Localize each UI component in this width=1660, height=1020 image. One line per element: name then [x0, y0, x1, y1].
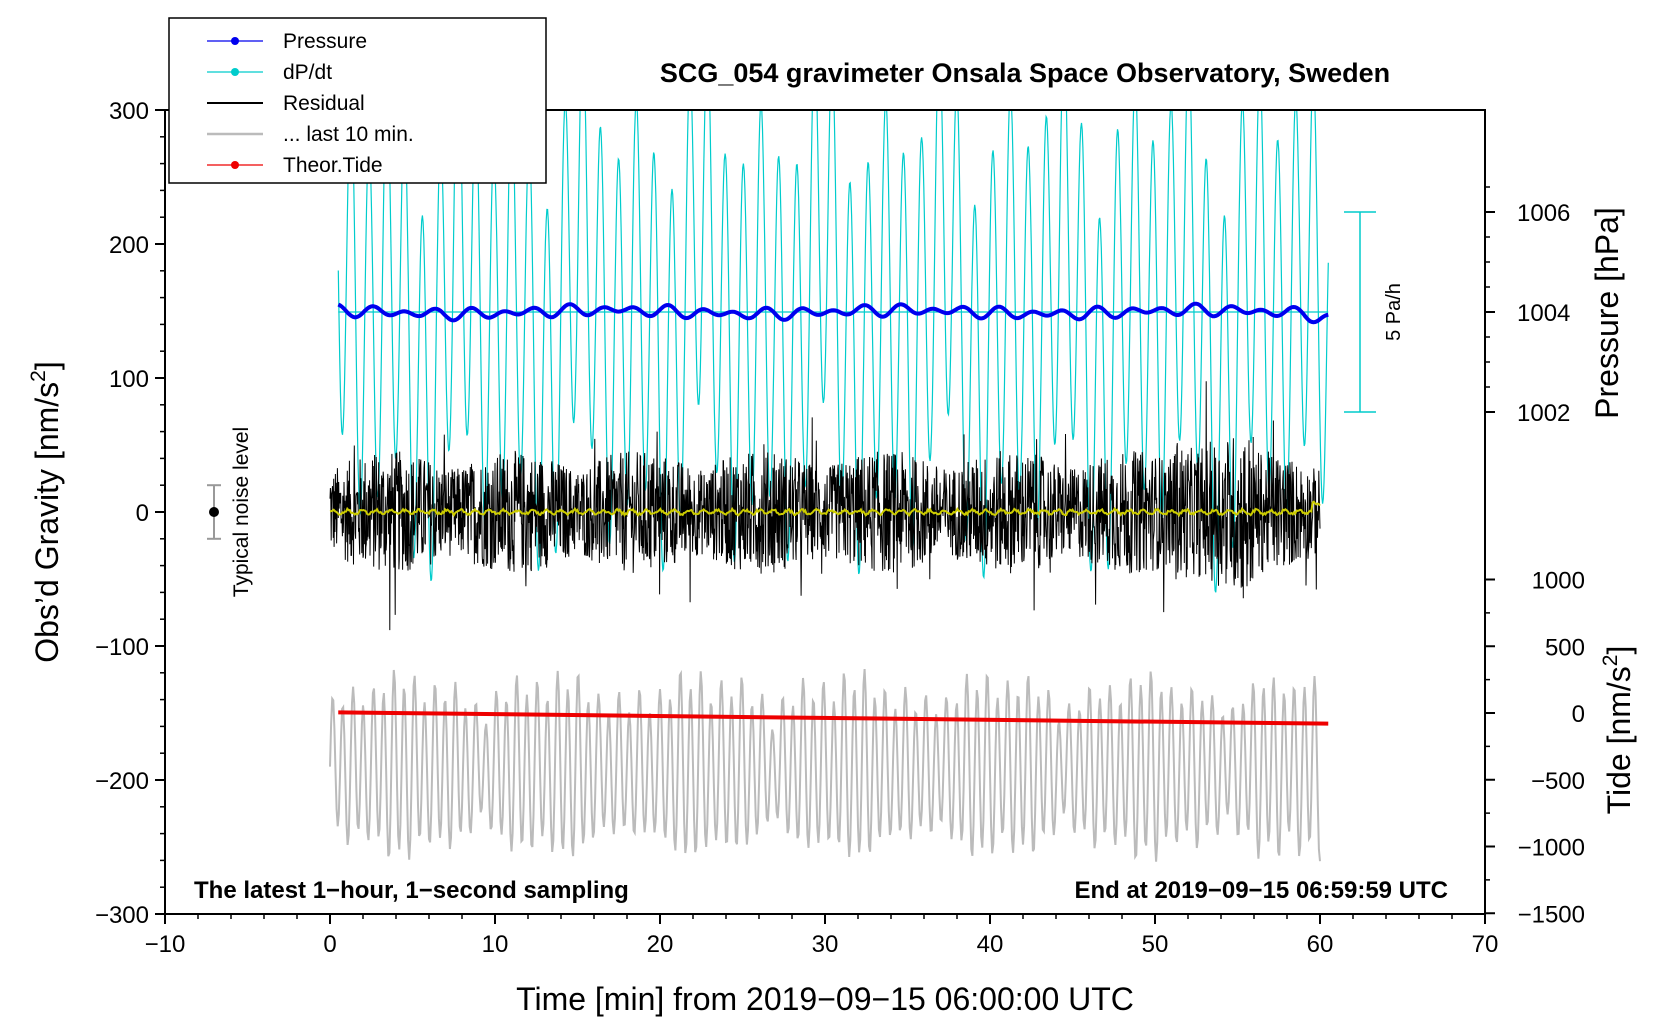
legend-label: Theor.Tide — [283, 154, 383, 177]
noise-level-indicator: Typical noise level — [207, 427, 253, 597]
x-tick-label: 30 — [812, 931, 839, 958]
x-tick-label: 10 — [482, 931, 509, 958]
pressure-axis-label: Pressure [hPa] — [1589, 207, 1625, 419]
tide-tick-label: 0 — [1572, 701, 1585, 728]
tide-tick-label: 1000 — [1532, 568, 1585, 595]
y-tick-label: −100 — [95, 634, 149, 661]
legend-label: dP/dt — [283, 61, 332, 84]
legend-box — [168, 17, 547, 184]
tide-tick-label: −1500 — [1518, 901, 1585, 928]
x-tick-label: 60 — [1307, 931, 1334, 958]
noise-dot — [209, 507, 219, 517]
y-tick-label: −300 — [95, 902, 149, 929]
x-tick-label: 20 — [647, 931, 674, 958]
pressure-line — [337, 301, 1329, 325]
series-layer — [329, 110, 1329, 862]
right-note: End at 2019−09−15 06:59:59 UTC — [1074, 877, 1448, 904]
chart-title: SCG_054 gravimeter Onsala Space Observat… — [660, 58, 1390, 88]
axes-layer: −10 0 10 20 30 40 50 60 70−300−200−1000100200300… — [95, 98, 1585, 958]
smoothed-residual-line — [329, 500, 1321, 518]
tide-tick-label: −500 — [1531, 768, 1585, 795]
x-tick-label: 50 — [1142, 931, 1169, 958]
legend-label: Residual — [283, 92, 365, 115]
tide-tick-label: −1000 — [1518, 835, 1585, 862]
y-tick-label: −200 — [95, 768, 149, 795]
legend-marker — [231, 37, 239, 45]
x-tick-label: 70 — [1472, 931, 1499, 958]
x-axis-label: Time [min] from 2019−09−15 06:00:00 UTC — [516, 981, 1134, 1017]
y-tick-label: 100 — [109, 366, 149, 393]
y-tick-label: 200 — [109, 232, 149, 259]
y-tick-label: 0 — [136, 500, 149, 527]
noise-label: Typical noise level — [230, 427, 253, 597]
tide-tick-label: 500 — [1545, 634, 1585, 661]
scale-bar-label: 5 Pa/h — [1383, 283, 1405, 341]
dpdt-scale-bar: 5 Pa/h — [1344, 211, 1405, 413]
y-tick-label: 300 — [109, 98, 149, 125]
legend-label: ... last 10 min. — [283, 123, 414, 146]
legend-marker — [231, 161, 239, 169]
legend-marker — [231, 68, 239, 76]
tide-axis-label: Tide [nm/s2] — [1599, 646, 1637, 815]
x-tick-label: −10 — [145, 931, 186, 958]
legend-label: Pressure — [283, 30, 367, 53]
pressure-tick-label: 1004 — [1517, 300, 1570, 327]
left-note: The latest 1−hour, 1−second sampling — [194, 877, 629, 904]
x-tick-label: 40 — [977, 931, 1004, 958]
legend: Pressure dP/dt Residual ... last 10 min. The… — [168, 17, 547, 184]
y-axis-label: Obs’d Gravity [nm/s2] — [27, 361, 65, 663]
x-tick-label: 0 — [323, 931, 336, 958]
pressure-tick-label: 1002 — [1517, 400, 1570, 427]
theor-tide-line — [338, 710, 1329, 726]
residual-line — [329, 381, 1321, 631]
pressure-tick-label: 1006 — [1517, 200, 1570, 227]
